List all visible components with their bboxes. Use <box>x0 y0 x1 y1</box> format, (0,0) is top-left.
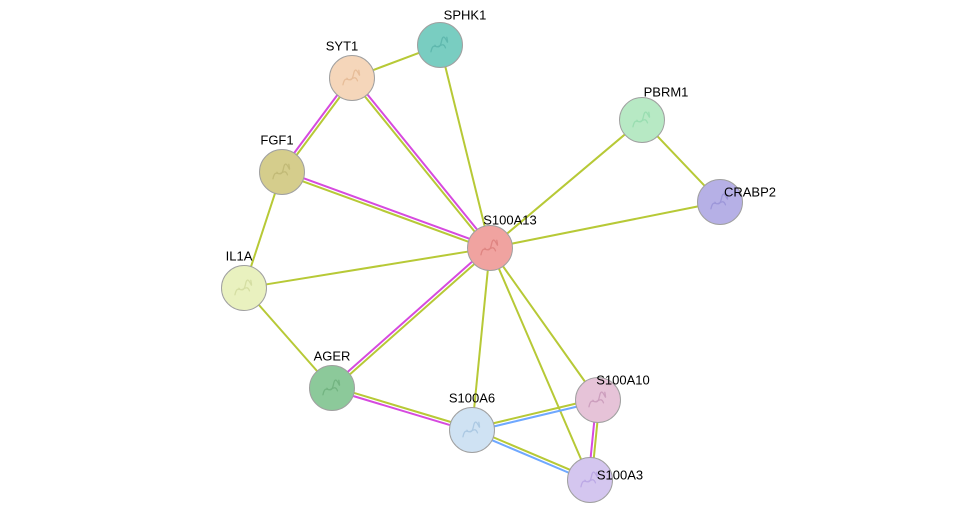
edge-S100A6-S100A10-olive <box>494 404 575 423</box>
node-FGF1[interactable] <box>259 149 305 195</box>
protein-structure-icon <box>231 275 257 301</box>
node-AGER[interactable] <box>309 365 355 411</box>
edge-S100A13-SYT1-olive <box>365 97 474 231</box>
node-label-S100A6: S100A6 <box>449 391 495 406</box>
protein-structure-icon <box>459 417 485 443</box>
edge-S100A13-CRABP2-olive <box>513 207 698 244</box>
protein-structure-icon <box>427 32 453 58</box>
edge-IL1A-AGER-olive <box>259 305 317 370</box>
edge-S100A13-PBRM1-olive <box>508 135 625 233</box>
edge-S100A13-AGER-olive <box>350 264 474 373</box>
node-label-AGER: AGER <box>314 349 351 364</box>
network-canvas: SPHK1SYT1PBRM1FGF1CRABP2S100A13IL1AAGERS… <box>0 0 976 513</box>
node-PBRM1[interactable] <box>619 97 665 143</box>
edge-S100A10-S100A3-magenta <box>591 423 594 457</box>
edge-AGER-S100A6-magenta <box>354 396 450 425</box>
edge-S100A10-S100A3-olive <box>594 423 597 457</box>
edge-S100A13-IL1A-olive <box>267 252 468 285</box>
protein-structure-icon <box>319 375 345 401</box>
edge-S100A13-S100A6-olive <box>474 271 487 407</box>
node-S100A10[interactable] <box>575 377 621 423</box>
edge-SYT1-FGF1-magenta <box>294 95 337 152</box>
edge-S100A6-S100A3-olive <box>494 438 570 470</box>
protein-structure-icon <box>577 467 603 493</box>
edge-S100A13-FGF1-olive <box>303 181 468 241</box>
node-label-PBRM1: PBRM1 <box>644 85 689 100</box>
edge-S100A13-S100A10-olive <box>503 267 584 382</box>
node-S100A6[interactable] <box>449 407 495 453</box>
node-label-SPHK1: SPHK1 <box>444 8 487 23</box>
protein-structure-icon <box>269 159 295 185</box>
edge-SPHK1-SYT1-olive <box>374 53 419 70</box>
protein-structure-icon <box>585 387 611 413</box>
protein-structure-icon <box>707 189 733 215</box>
edge-S100A13-AGER-magenta <box>348 262 472 371</box>
edge-PBRM1-CRABP2-olive <box>658 137 704 186</box>
node-S100A3[interactable] <box>567 457 613 503</box>
protein-structure-icon <box>339 65 365 91</box>
edge-S100A13-FGF1-magenta <box>304 178 469 238</box>
node-label-FGF1: FGF1 <box>260 133 293 148</box>
edge-S100A13-SPHK1-olive <box>446 67 485 225</box>
protein-structure-icon <box>477 235 503 261</box>
edge-S100A6-S100A3-blue <box>493 440 569 472</box>
node-CRABP2[interactable] <box>697 179 743 225</box>
edge-S100A13-S100A3-olive <box>499 269 581 459</box>
edge-AGER-S100A6-olive <box>354 393 450 422</box>
edge-SYT1-FGF1-olive <box>297 97 340 154</box>
node-label-SYT1: SYT1 <box>326 39 359 54</box>
node-S100A13[interactable] <box>467 225 513 271</box>
node-label-IL1A: IL1A <box>226 249 253 264</box>
edge-FGF1-IL1A-olive <box>251 194 275 266</box>
edge-S100A13-SYT1-magenta <box>368 95 477 229</box>
protein-structure-icon <box>629 107 655 133</box>
node-SPHK1[interactable] <box>417 22 463 68</box>
node-IL1A[interactable] <box>221 265 267 311</box>
edge-S100A6-S100A10-blue <box>495 407 576 426</box>
node-SYT1[interactable] <box>329 55 375 101</box>
